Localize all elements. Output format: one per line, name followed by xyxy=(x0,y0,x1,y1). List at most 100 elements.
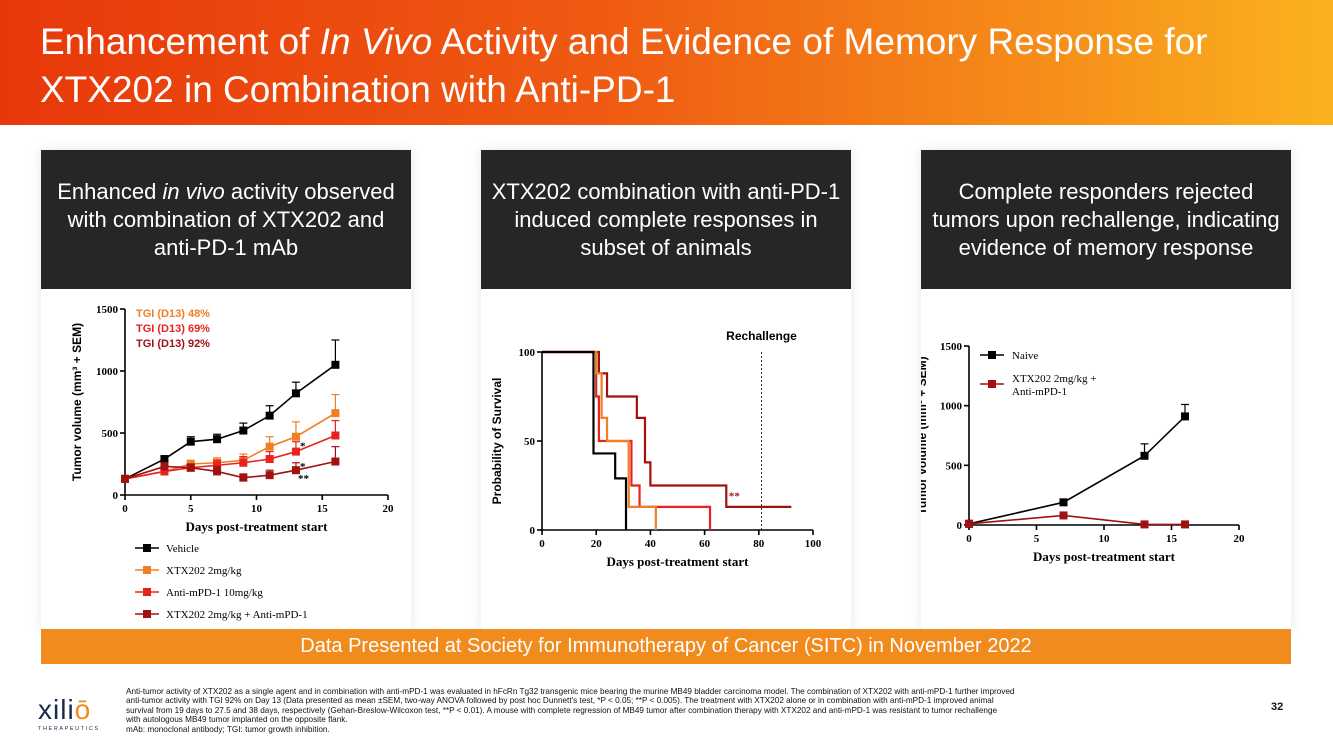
data-point xyxy=(331,457,340,466)
data-point xyxy=(331,409,340,418)
y-tick-label: 0 xyxy=(530,525,536,537)
series-line xyxy=(124,364,336,480)
series-line xyxy=(968,514,1185,526)
y-tick-label: 500 xyxy=(102,428,119,440)
legend-label: Vehicle xyxy=(166,543,199,555)
panel-1-title-italic: in vivo xyxy=(162,178,225,204)
series-xtx202-2mg-kg-anti-mpd-1 xyxy=(965,511,1189,529)
data-point xyxy=(265,442,274,451)
data-point xyxy=(265,455,274,464)
data-point xyxy=(186,463,195,472)
x-tick-label: 15 xyxy=(1166,533,1178,545)
data-point xyxy=(1181,520,1189,529)
x-axis-label: Days post-treatment start xyxy=(1033,549,1176,564)
series-line xyxy=(124,434,336,480)
xilio-logo: xiliō THERAPEUTICS xyxy=(38,696,108,740)
legend-marker xyxy=(143,544,151,552)
y-tick-label: 0 xyxy=(113,490,119,502)
data-point xyxy=(1140,451,1149,460)
rechallenge-chart: 0 5 10 15 20 0 500 1000 1500 Days post-treatment … xyxy=(921,341,1246,564)
x-tick-label: 10 xyxy=(1099,533,1111,545)
x-tick-label: 0 xyxy=(122,503,128,515)
data-point xyxy=(1181,412,1189,421)
data-point xyxy=(965,519,973,528)
data-point xyxy=(265,471,274,480)
x-axis-label: Days post-treatment start xyxy=(606,554,749,569)
logo-word-a: xili xyxy=(38,694,75,725)
data-point xyxy=(291,447,300,456)
data-point xyxy=(291,389,300,398)
data-point xyxy=(213,461,222,470)
page-number: 32 xyxy=(1271,701,1284,713)
legend-label: Anti-mPD-1 10mg/kg xyxy=(166,587,263,599)
data-point xyxy=(291,466,300,475)
data-point xyxy=(186,437,195,446)
data-point xyxy=(331,431,340,440)
x-tick-label: 15 xyxy=(317,503,329,515)
data-point xyxy=(160,467,169,476)
logo-subtitle: THERAPEUTICS xyxy=(38,726,100,732)
x-tick-label: 20 xyxy=(1234,533,1246,545)
legend-marker xyxy=(988,380,996,388)
data-point xyxy=(213,435,222,444)
legend-label: XTX202 2mg/kg + Anti-mPD-1 xyxy=(166,609,308,621)
legend-label: Anti-mPD-1 xyxy=(1012,386,1067,398)
x-tick-label: 20 xyxy=(591,538,603,550)
data-point xyxy=(291,432,300,441)
x-tick-label: 0 xyxy=(539,538,545,550)
y-tick-label: 1000 xyxy=(940,401,963,413)
legend-marker xyxy=(143,566,151,574)
panel-1-title: Enhanced in vivo activity observed with c… xyxy=(41,150,411,289)
legend-marker xyxy=(143,610,151,618)
data-point xyxy=(331,360,340,369)
legend-marker xyxy=(988,351,996,359)
survival-chart: 0 20 40 60 80 100 0 50 100 Days post-treatment st… xyxy=(490,329,822,569)
title-part-1: Enhancement of xyxy=(40,21,320,62)
x-axis-label: Days post-treatment start xyxy=(185,519,328,534)
x-tick-label: 80 xyxy=(753,538,765,550)
survival-curve-xtx202-2mg-kg-anti-mpd-1 xyxy=(542,350,792,508)
header-banner: Enhancement of In Vivo Activity and Evid… xyxy=(0,0,1333,125)
y-tick-label: 1000 xyxy=(96,366,119,378)
data-point xyxy=(121,474,129,483)
panel-1-title-b: activity observed xyxy=(224,178,395,204)
y-axis-label: Probability of Survival xyxy=(490,378,504,505)
x-tick-label: 40 xyxy=(645,538,657,550)
panel-survival: XTX202 combination with anti-PD-1 induce… xyxy=(481,150,851,630)
x-tick-label: 5 xyxy=(1034,533,1040,545)
tgi-annotation: TGI (D13) 92% xyxy=(136,338,210,350)
legend-marker xyxy=(143,588,151,596)
x-tick-label: 60 xyxy=(699,538,711,550)
x-tick-label: 10 xyxy=(251,503,263,515)
y-tick-label: 0 xyxy=(957,520,963,532)
slide-title: Enhancement of In Vivo Activity and Evid… xyxy=(40,18,1300,114)
footnote-line: anti-tumor activity with TGI 92% on Day … xyxy=(126,696,994,706)
x-tick-label: 5 xyxy=(188,503,194,515)
survival-curve-vehicle xyxy=(542,350,628,530)
data-point xyxy=(239,458,248,467)
significance-mark: * xyxy=(300,441,306,453)
panel-3-title: Complete responders rejected tumors upon… xyxy=(921,150,1291,289)
data-point xyxy=(239,473,248,482)
data-point xyxy=(213,467,222,476)
survival-curve-anti-mpd-1-10mg-kg xyxy=(542,350,712,530)
footnote-line: mAb: monoclonal antibody; TGI: tumor gro… xyxy=(126,724,330,734)
panel-rechallenge: Complete responders rejected tumors upon… xyxy=(921,150,1291,630)
series-line xyxy=(124,460,336,480)
data-point xyxy=(1140,520,1149,529)
x-tick-label: 0 xyxy=(966,533,972,545)
data-point xyxy=(239,426,248,435)
data-point xyxy=(160,455,169,464)
legend-label: XTX202 2mg/kg xyxy=(166,565,242,577)
series-naive xyxy=(965,403,1189,528)
y-tick-label: 500 xyxy=(946,460,963,472)
significance-mark: ** xyxy=(298,473,310,485)
panel-2-title: XTX202 combination with anti-PD-1 induce… xyxy=(481,150,851,289)
footnote-line: Anti-tumor activity of XTX202 as a singl… xyxy=(126,687,1015,696)
data-point xyxy=(1059,511,1068,520)
series-line xyxy=(968,415,1186,525)
panel-1-title-c: with combination of XTX202 and anti-PD-1… xyxy=(67,206,385,260)
survival-curve-xtx202-2mg-kg xyxy=(542,350,657,530)
sitc-banner: Data Presented at Society for Immunother… xyxy=(41,629,1291,664)
tgi-annotation: TGI (D13) 48% xyxy=(136,308,210,320)
